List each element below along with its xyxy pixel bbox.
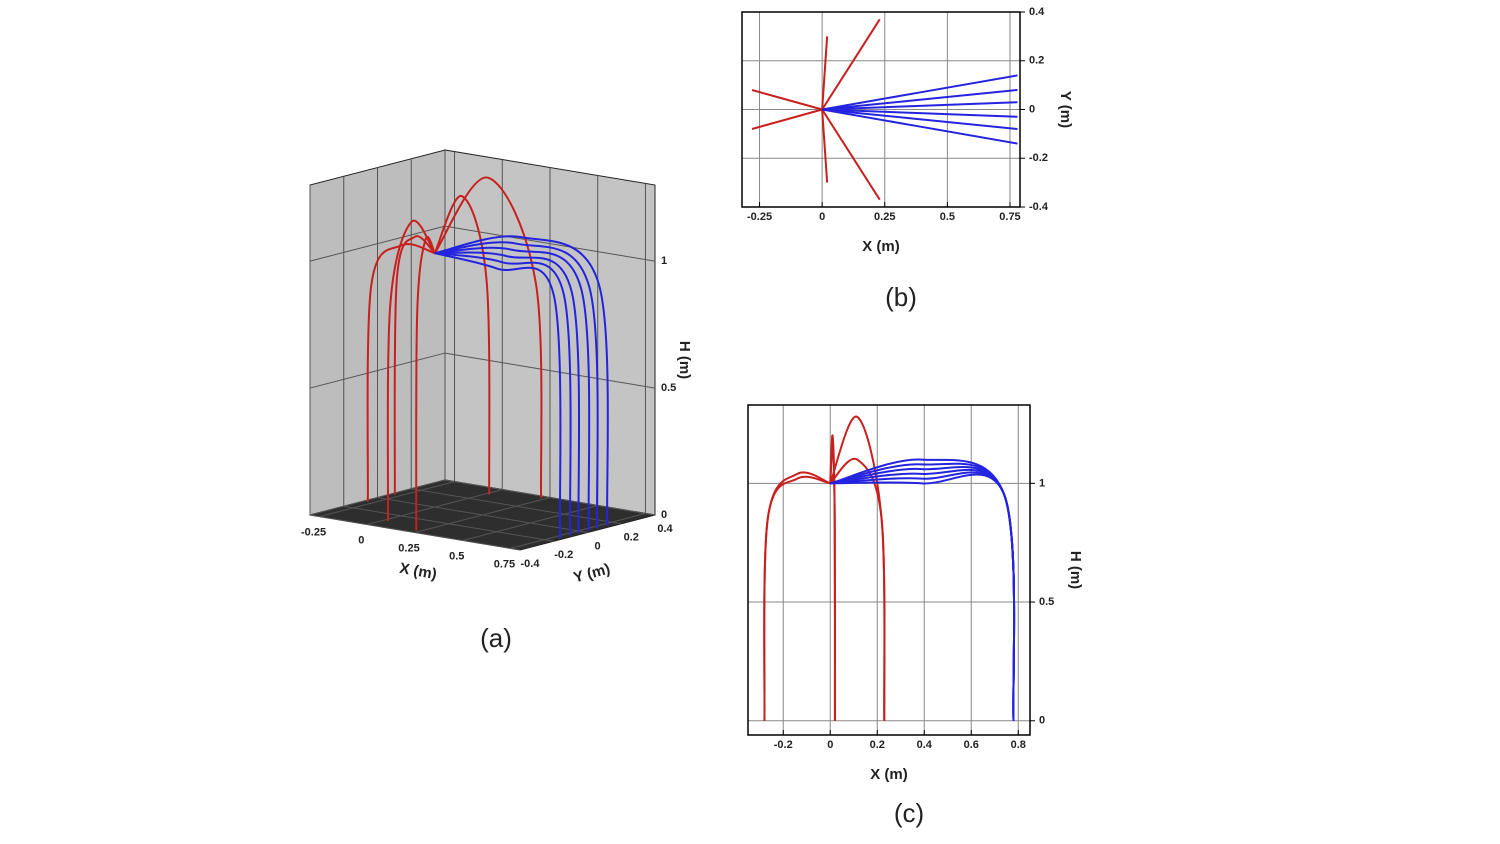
grid-line: [377, 497, 588, 533]
trajectory: [821, 18, 881, 111]
caption: (a): [480, 623, 512, 653]
x-tick-label: 0.5: [940, 211, 955, 223]
z-tick-label: 1: [661, 255, 667, 267]
x-tick-label: 0: [358, 534, 364, 546]
grid-line: [444, 352, 656, 389]
z-tick-label: 0: [661, 509, 667, 521]
trajectory: [434, 246, 591, 531]
x-tick-label: 0.6: [964, 739, 979, 751]
plot-frame: [747, 404, 1031, 736]
y-tick-label: 0.4: [1029, 6, 1045, 18]
y-axis-label: Y (m): [1057, 91, 1074, 128]
trajectory: [822, 101, 1018, 111]
y-tick-label: 0.4: [657, 523, 673, 535]
x-tick-label: 0.4: [917, 739, 933, 751]
plot-area: [748, 405, 1030, 735]
y-tick-label: -0.2: [554, 549, 573, 561]
y-tick-label: -0.4: [521, 558, 541, 570]
x-tick-label: 0.2: [870, 739, 885, 751]
trajectory: [434, 235, 609, 526]
grid-line: [444, 479, 656, 516]
x-axis-label: X (m): [870, 766, 908, 783]
y-tick-label: 0: [1039, 715, 1045, 727]
trajectory: [763, 475, 831, 721]
x-tick-label: 0.75: [999, 211, 1020, 223]
trajectory: [821, 36, 829, 110]
z-tick-label: 0.5: [661, 382, 676, 394]
y-tick-label: 0.2: [624, 532, 639, 544]
y-tick-label: 0: [594, 540, 600, 552]
trajectory: [830, 473, 1016, 721]
trajectory: [821, 109, 829, 183]
x-tick-label: 0.8: [1011, 739, 1026, 751]
trajectory: [822, 108, 1018, 130]
x-tick-label: 0.25: [874, 211, 895, 223]
caption: (b): [885, 282, 917, 312]
trajectory: [433, 176, 543, 499]
y-axis-label: H (m): [1067, 551, 1084, 589]
caption: (c): [894, 798, 924, 828]
z-axis-label: H (m): [676, 341, 693, 379]
grid-line: [309, 352, 446, 389]
trajectory: [366, 243, 436, 502]
plot-frame: [741, 11, 1021, 208]
trajectory: [434, 252, 572, 536]
trajectory: [829, 457, 886, 721]
trajectory: [821, 108, 1018, 145]
x-tick-label: 0.5: [449, 550, 464, 562]
trajectory: [434, 251, 581, 534]
x-tick-label: -0.25: [747, 211, 772, 223]
x-tick-label: 0: [819, 211, 825, 223]
grid-line: [309, 514, 521, 551]
y-tick-label: 0: [1029, 103, 1035, 115]
x-tick-label: 0.75: [494, 558, 515, 570]
grid-line: [309, 225, 446, 262]
trajectory: [829, 446, 836, 721]
trajectory: [415, 236, 436, 531]
grid-line: [411, 488, 622, 525]
trajectory: [434, 252, 562, 539]
trajectory: [822, 89, 1018, 111]
trajectory: [821, 74, 1018, 111]
trajectory: [434, 241, 599, 529]
x-tick-label: 0: [827, 739, 833, 751]
y-tick-label: -0.4: [1029, 201, 1049, 213]
grid-line: [444, 225, 656, 262]
trajectory: [751, 108, 823, 130]
x-tick-label: -0.2: [774, 739, 793, 751]
trajectory: [821, 108, 881, 201]
grid-line: [343, 505, 554, 542]
trajectory: [393, 235, 436, 495]
y-tick-label: 1: [1039, 477, 1045, 489]
x-tick-label: -0.25: [301, 526, 326, 538]
x-tick-label: 0.25: [398, 542, 419, 554]
trajectory: [751, 89, 823, 111]
y-tick-label: -0.2: [1029, 152, 1048, 164]
grid-line: [309, 479, 446, 516]
y-axis-label: Y (m): [572, 560, 612, 586]
x-axis-label: X (m): [862, 238, 900, 255]
y-tick-label: 0.5: [1039, 596, 1054, 608]
x-axis-label: X (m): [398, 560, 438, 583]
y-tick-label: 0.2: [1029, 55, 1044, 67]
trajectory: [386, 219, 436, 521]
